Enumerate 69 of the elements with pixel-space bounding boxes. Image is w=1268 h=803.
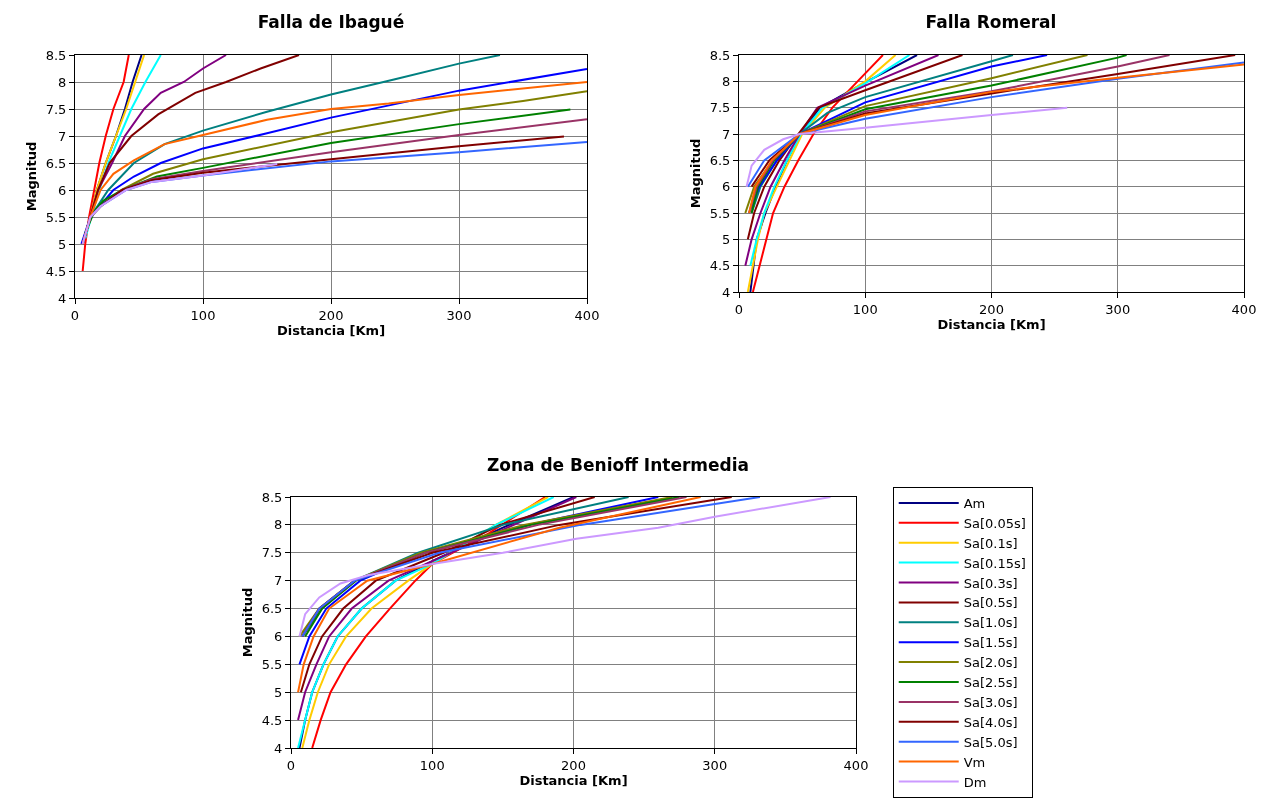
y-tick-label: 5.5 <box>261 656 283 672</box>
y-tick-label: 6 <box>722 179 731 195</box>
x-tick-label: 400 <box>1231 301 1257 317</box>
x-tick-label: 200 <box>979 301 1004 317</box>
legend-label: Sa[4.0s] <box>963 714 1018 730</box>
x-tick-label: 0 <box>70 307 80 323</box>
y-tick-label: 4.5 <box>261 712 283 728</box>
legend-label: Dm <box>963 774 987 790</box>
x-tick-label: 400 <box>574 307 600 323</box>
y-tick-label: 5 <box>274 684 283 700</box>
y-tick-label: 6 <box>274 628 283 644</box>
legend-label: Vm <box>963 754 986 770</box>
chart-title: Zona de Benioff Intermedia <box>486 454 750 475</box>
y-tick-label: 4 <box>274 740 283 756</box>
legend-label: Sa[3.0s] <box>963 694 1018 710</box>
x-tick-label: 300 <box>1105 301 1131 317</box>
y-tick-label: 6 <box>58 182 67 198</box>
y-axis-title: Magnitud <box>239 587 255 658</box>
x-tick-label: 100 <box>852 301 878 317</box>
legend-label: Sa[0.15s] <box>963 555 1026 571</box>
y-tick-label: 7.5 <box>45 101 67 117</box>
y-tick-label: 5.5 <box>45 209 67 225</box>
x-tick-label: 400 <box>843 757 869 773</box>
legend-label: Am <box>963 495 986 511</box>
legend-label: Sa[0.5s] <box>963 595 1018 611</box>
y-tick-label: 8.5 <box>261 489 283 505</box>
x-tick-label: 200 <box>561 757 586 773</box>
legend-label: Sa[2.0s] <box>963 655 1018 671</box>
y-tick-label: 8 <box>274 517 283 533</box>
y-tick-label: 8.5 <box>709 47 731 63</box>
y-axis-title: Magnitud <box>687 138 703 209</box>
legend-label: Sa[0.05s] <box>963 515 1026 531</box>
x-tick-label: 300 <box>702 757 728 773</box>
legend-label: Sa[1.0s] <box>963 615 1018 631</box>
legend-label: Sa[0.1s] <box>963 535 1018 551</box>
legend-label: Sa[2.5s] <box>963 675 1018 691</box>
y-tick-label: 8.5 <box>45 47 67 63</box>
legend-label: Sa[0.3s] <box>963 575 1018 591</box>
y-tick-label: 7 <box>722 126 731 142</box>
legend-label: Sa[5.0s] <box>963 734 1018 750</box>
x-axis-title: Distancia [Km] <box>276 323 386 339</box>
chart-title: Falla Romeral <box>925 11 1057 32</box>
y-tick-label: 8 <box>58 74 67 90</box>
y-tick-label: 7.5 <box>261 545 283 561</box>
y-tick-label: 7 <box>274 573 283 589</box>
y-tick-label: 4 <box>722 284 731 300</box>
y-tick-label: 7.5 <box>709 100 731 116</box>
legend-label: Sa[1.5s] <box>963 635 1018 651</box>
y-tick-label: 4.5 <box>709 258 731 274</box>
chart-title: Falla de Ibagué <box>257 11 405 32</box>
y-axis-title: Magnitud <box>23 141 39 212</box>
x-tick-label: 100 <box>419 757 445 773</box>
x-tick-label: 0 <box>286 757 296 773</box>
x-axis-title: Distancia [Km] <box>937 317 1046 333</box>
y-tick-label: 6.5 <box>709 152 731 168</box>
x-tick-label: 200 <box>318 307 344 323</box>
x-tick-label: 300 <box>446 307 472 323</box>
y-tick-label: 7 <box>58 128 67 144</box>
x-tick-label: 100 <box>190 307 216 323</box>
x-tick-label: 0 <box>734 301 744 317</box>
y-tick-label: 5 <box>58 236 67 252</box>
y-tick-label: 4 <box>58 290 67 306</box>
y-tick-label: 5.5 <box>709 205 731 221</box>
x-axis-title: Distancia [Km] <box>519 773 628 789</box>
y-tick-label: 6.5 <box>45 155 67 171</box>
y-tick-label: 4.5 <box>45 263 67 279</box>
y-tick-label: 8 <box>722 73 731 89</box>
y-tick-label: 5 <box>722 231 731 247</box>
y-tick-label: 6.5 <box>261 601 283 617</box>
